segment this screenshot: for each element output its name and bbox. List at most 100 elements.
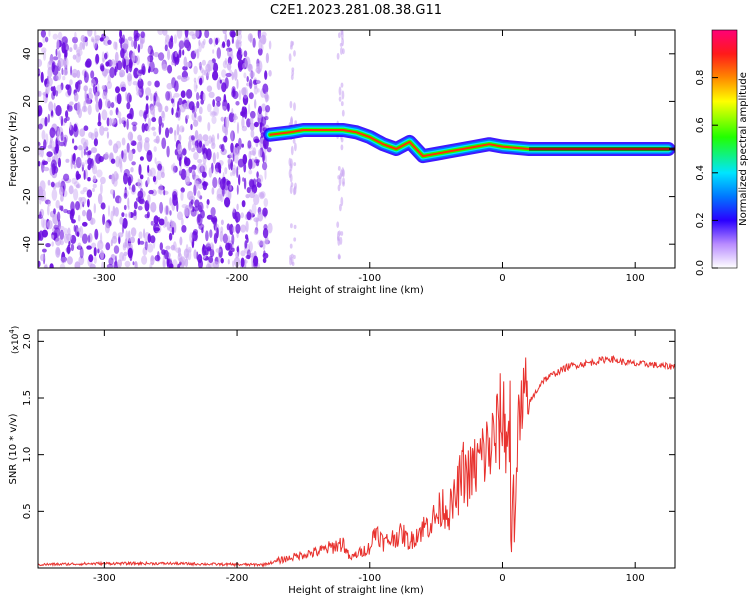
noise-blob [170, 35, 174, 43]
noise-blob [51, 163, 56, 176]
noise-blob [147, 243, 154, 253]
noise-blob [98, 98, 103, 110]
noise-blob [111, 173, 116, 185]
noise-blob [79, 158, 82, 164]
noise-blob [178, 49, 182, 58]
noise-blob [183, 56, 188, 68]
snr-panel: -300 -200 -100 0 100 0.5 1.0 1.5 2.0 Height of … [8, 326, 676, 596]
noise-blob [42, 36, 46, 44]
noise-blob [67, 227, 71, 236]
noise-blob [254, 159, 260, 164]
noise-blob [257, 88, 260, 93]
noise-blob [82, 210, 86, 217]
noise-blob [44, 36, 49, 43]
noise-band-blob [337, 184, 341, 192]
noise-blob [59, 239, 64, 246]
noise-blob [227, 49, 229, 57]
noise-blob [236, 203, 239, 211]
y-tick-label: -40 [22, 236, 33, 252]
noise-blob [143, 228, 146, 239]
noise-band-blob [338, 86, 342, 96]
noise-blob [150, 49, 155, 57]
noise-blob [54, 227, 61, 238]
noise-blob [103, 127, 109, 132]
x-tick-label: -300 [93, 573, 116, 584]
noise-blob [169, 210, 172, 216]
noise-blob [156, 170, 162, 181]
snr-x-axis-label: Height of straight line (km) [288, 585, 424, 596]
noise-blob [79, 247, 84, 259]
noise-blob [161, 137, 167, 150]
noise-blob [224, 197, 231, 208]
noise-blob [242, 86, 249, 99]
noise-blob [147, 47, 151, 54]
noise-blob [64, 49, 68, 58]
noise-band-blob [338, 230, 341, 236]
noise-blob [193, 80, 198, 93]
colorbar-tick-label: 0.6 [695, 117, 706, 133]
noise-blob [132, 81, 138, 86]
noise-blob [118, 235, 121, 245]
noise-blob [65, 110, 69, 118]
noise-blob [73, 145, 78, 151]
noise-blob [112, 205, 116, 217]
noise-blob [133, 67, 140, 79]
noise-blob [157, 251, 160, 261]
noise-blob [167, 49, 171, 61]
noise-blob [138, 198, 145, 205]
noise-blob [102, 57, 106, 62]
noise-blob [172, 162, 176, 174]
noise-blob [40, 217, 45, 228]
noise-blob [196, 92, 200, 101]
noise-blob [211, 187, 215, 195]
noise-blob [90, 217, 94, 226]
noise-blob [249, 122, 255, 131]
noise-band-blob [293, 237, 297, 242]
noise-blob [135, 32, 141, 38]
noise-blob [166, 82, 173, 90]
noise-blob [61, 42, 66, 54]
noise-blob [42, 50, 47, 61]
noise-blob [173, 92, 180, 98]
noise-blob [94, 30, 97, 37]
noise-blob [253, 138, 260, 143]
noise-blob [60, 82, 64, 91]
noise-blob [221, 69, 227, 78]
noise-blob [264, 154, 267, 164]
noise-blob [66, 244, 71, 255]
noise-band-blob [338, 255, 341, 260]
noise-blob [106, 117, 110, 127]
noise-blob [51, 146, 55, 151]
noise-blob [201, 69, 206, 76]
noise-blob [243, 177, 247, 190]
noise-blob [248, 169, 253, 175]
noise-blob [104, 222, 110, 234]
noise-band-blob [288, 157, 292, 167]
y-tick-label: 1.5 [22, 390, 33, 406]
noise-blob [119, 251, 125, 262]
noise-blob [178, 170, 182, 176]
noise-blob [60, 205, 64, 212]
noise-blob [256, 79, 260, 84]
noise-blob [240, 212, 244, 219]
noise-blob [59, 186, 64, 196]
noise-blob [254, 99, 257, 109]
noise-blob [202, 144, 206, 154]
noise-blob [167, 259, 173, 268]
noise-blob [76, 49, 83, 57]
noise-blob [178, 97, 183, 106]
noise-blob [240, 111, 244, 116]
noise-blob [46, 151, 53, 158]
noise-blob [110, 58, 116, 69]
noise-blob [204, 139, 210, 146]
noise-blob [249, 179, 255, 190]
noise-blob [258, 39, 263, 50]
noise-blob [208, 167, 213, 178]
noise-blob [123, 172, 128, 185]
noise-blob [66, 256, 73, 265]
noise-blob [73, 188, 79, 201]
noise-blob [261, 103, 267, 112]
noise-blob [236, 79, 239, 89]
noise-blob [72, 72, 77, 78]
